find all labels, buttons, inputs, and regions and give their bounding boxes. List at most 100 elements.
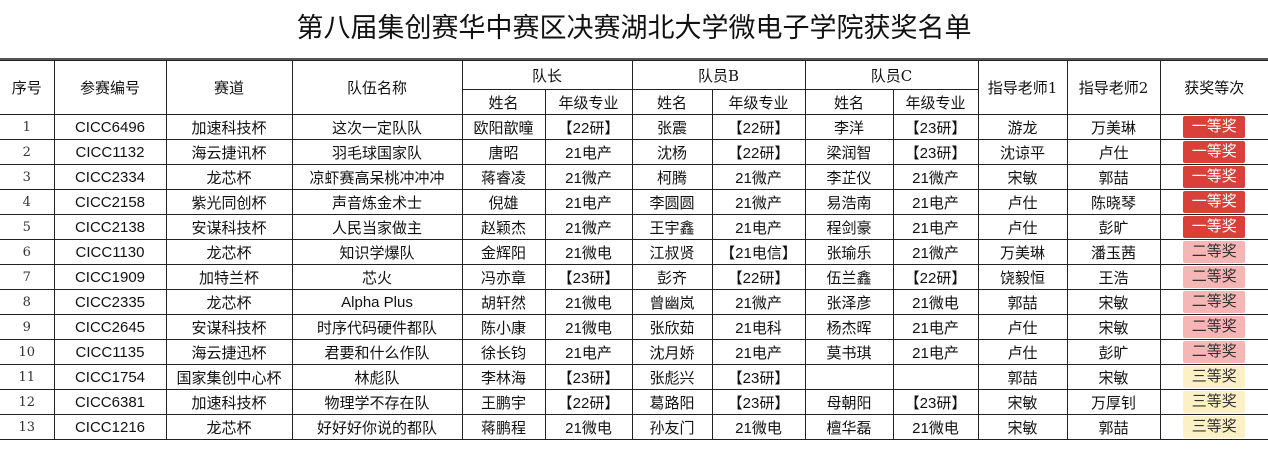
cell-member-c-grade: 【22研】 (892, 264, 979, 290)
cell-entry-id: CICC1132 (53, 139, 167, 165)
cell-member-c-name: 程剑豪 (804, 214, 894, 240)
cell-advisor1: 沈谅平 (977, 139, 1068, 165)
cell-advisor2: 万美琳 (1066, 114, 1161, 140)
cell-index: 3 (0, 164, 55, 190)
cell-award: 二等奖 (1159, 339, 1268, 365)
cell-member-b-grade: 21微产 (711, 164, 806, 190)
cell-index: 6 (0, 239, 55, 265)
cell-advisor2: 郭喆 (1066, 164, 1161, 190)
cell-award: 一等奖 (1159, 139, 1268, 165)
award-table: 序号 参赛编号 赛道 队伍名称 队长 队员B 队员C 指导老师1 指导老师2 获… (0, 60, 1268, 440)
cell-index: 7 (0, 264, 55, 290)
cell-member-b-name: 张欣茹 (631, 314, 713, 340)
cell-entry-id: CICC6496 (53, 114, 167, 140)
cell-team-name: 这次一定队队 (291, 114, 463, 140)
cell-member-b-name: 柯腾 (631, 164, 713, 190)
cell-captain-grade: 21微电 (544, 414, 633, 440)
cell-captain-grade: 21电产 (544, 339, 633, 365)
cell-advisor1: 宋敏 (977, 414, 1068, 440)
header-team-name: 队伍名称 (291, 60, 463, 115)
cell-advisor1: 宋敏 (977, 389, 1068, 415)
cell-member-c-grade: 21微电 (892, 289, 979, 315)
cell-advisor2: 王浩 (1066, 264, 1161, 290)
cell-member-c-name (804, 364, 894, 390)
header-member-c: 队员C (804, 60, 979, 90)
table-row: 5 CICC2138 安谋科技杯 人民当家做主 赵颖杰 21微产 王宇鑫 21电产 程剑豪 21电… (0, 214, 1268, 240)
cell-track: 海云捷迅杯 (165, 339, 293, 365)
cell-member-b-name: 张震 (631, 114, 713, 140)
cell-track: 加特兰杯 (165, 264, 293, 290)
cell-award: 一等奖 (1159, 214, 1268, 240)
cell-entry-id: CICC2334 (53, 164, 167, 190)
cell-member-b-grade: 【23研】 (711, 364, 806, 390)
cell-track: 海云捷讯杯 (165, 139, 293, 165)
cell-member-b-grade: 【21电信】 (711, 239, 806, 265)
cell-team-name: 知识学爆队 (291, 239, 463, 265)
cell-captain-grade: 21微产 (544, 164, 633, 190)
cell-track: 龙芯杯 (165, 164, 293, 190)
cell-entry-id: CICC1216 (53, 414, 167, 440)
cell-advisor2: 郭喆 (1066, 414, 1161, 440)
cell-team-name: 羽毛球国家队 (291, 139, 463, 165)
cell-track: 龙芯杯 (165, 289, 293, 315)
cell-captain-name: 唐昭 (461, 139, 546, 165)
header-award: 获奖等次 (1159, 60, 1268, 115)
header-member-c-name: 姓名 (804, 89, 894, 115)
cell-member-b-name: 江叔贤 (631, 239, 713, 265)
cell-member-b-grade: 21微产 (711, 189, 806, 215)
header-captain-grade: 年级专业 (544, 89, 633, 115)
cell-award: 二等奖 (1159, 239, 1268, 265)
cell-captain-name: 徐长钧 (461, 339, 546, 365)
cell-member-b-grade: 21微电 (711, 414, 806, 440)
award-badge: 二等奖 (1183, 316, 1246, 338)
cell-member-c-grade: 21微电 (892, 414, 979, 440)
cell-captain-grade: 21微电 (544, 314, 633, 340)
cell-captain-grade: 【23研】 (544, 364, 633, 390)
award-badge: 一等奖 (1183, 116, 1246, 138)
cell-advisor1: 卢仕 (977, 189, 1068, 215)
cell-captain-name: 李林海 (461, 364, 546, 390)
award-badge: 二等奖 (1183, 341, 1246, 363)
cell-advisor1: 游龙 (977, 114, 1068, 140)
cell-index: 12 (0, 389, 55, 415)
cell-advisor1: 饶毅恒 (977, 264, 1068, 290)
cell-captain-name: 蒋睿凌 (461, 164, 546, 190)
header-member-b: 队员B (631, 60, 806, 90)
cell-index: 13 (0, 414, 55, 440)
cell-member-b-name: 张彪兴 (631, 364, 713, 390)
cell-index: 9 (0, 314, 55, 340)
header-captain: 队长 (461, 60, 633, 90)
header-index: 序号 (0, 60, 55, 115)
cell-track: 安谋科技杯 (165, 214, 293, 240)
cell-member-b-grade: 【22研】 (711, 114, 806, 140)
cell-award: 一等奖 (1159, 114, 1268, 140)
table-row: 4 CICC2158 紫光同创杯 声音炼金术士 倪雄 21电产 李圆圆 21微产 易浩南 21电产… (0, 189, 1268, 215)
cell-award: 一等奖 (1159, 164, 1268, 190)
cell-member-c-name: 李芷仪 (804, 164, 894, 190)
cell-member-c-name: 张瑜乐 (804, 239, 894, 265)
cell-member-b-name: 曾幽岚 (631, 289, 713, 315)
cell-index: 8 (0, 289, 55, 315)
cell-member-c-grade: 【23研】 (892, 139, 979, 165)
cell-track: 紫光同创杯 (165, 189, 293, 215)
award-badge: 二等奖 (1183, 241, 1246, 263)
cell-member-c-name: 檀华磊 (804, 414, 894, 440)
cell-entry-id: CICC1130 (53, 239, 167, 265)
award-badge: 二等奖 (1183, 266, 1246, 288)
cell-captain-name: 陈小康 (461, 314, 546, 340)
header-member-b-grade: 年级专业 (711, 89, 806, 115)
table-row: 13 CICC1216 龙芯杯 好好好你说的都队 蒋鹏程 21微电 孙友门 21微电 檀华磊 21… (0, 414, 1268, 440)
cell-track: 国家集创中心杯 (165, 364, 293, 390)
cell-member-c-grade: 21电产 (892, 214, 979, 240)
cell-captain-name: 王鹏宇 (461, 389, 546, 415)
cell-member-c-grade: 【23研】 (892, 114, 979, 140)
cell-captain-grade: 21电产 (544, 139, 633, 165)
cell-advisor2: 彭旷 (1066, 339, 1161, 365)
cell-team-name: 凉虾赛高呆桃冲冲冲 (291, 164, 463, 190)
cell-award: 三等奖 (1159, 414, 1268, 440)
cell-team-name: 时序代码硬件都队 (291, 314, 463, 340)
table-row: 2 CICC1132 海云捷讯杯 羽毛球国家队 唐昭 21电产 沈杨 【22研】 梁润智 【23研… (0, 139, 1268, 165)
cell-member-c-grade: 21电产 (892, 189, 979, 215)
cell-track: 加速科技杯 (165, 114, 293, 140)
cell-member-c-name: 杨杰晖 (804, 314, 894, 340)
